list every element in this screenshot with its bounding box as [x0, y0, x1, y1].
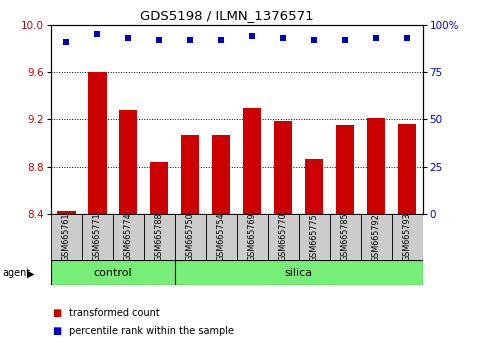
Point	[403, 35, 411, 41]
Text: GSM665792: GSM665792	[371, 213, 381, 262]
Point	[341, 37, 349, 43]
Point	[279, 35, 287, 41]
Bar	[175, 214, 206, 260]
Point	[93, 32, 101, 37]
Text: GSM665793: GSM665793	[403, 213, 412, 262]
Bar	[51, 214, 82, 260]
Bar	[212, 135, 230, 214]
Text: GSM665750: GSM665750	[185, 213, 195, 262]
Text: GSM665788: GSM665788	[155, 213, 164, 262]
Bar	[305, 159, 324, 214]
Text: ■: ■	[52, 326, 61, 336]
Bar	[268, 214, 298, 260]
Bar	[82, 214, 113, 260]
Bar	[367, 118, 385, 214]
Text: GSM665769: GSM665769	[248, 213, 256, 262]
Bar	[274, 121, 293, 214]
Text: ■: ■	[52, 308, 61, 318]
Bar	[144, 214, 175, 260]
Bar	[181, 135, 199, 214]
Bar	[119, 110, 138, 214]
Text: control: control	[93, 268, 132, 278]
Bar	[237, 214, 268, 260]
Point	[310, 37, 318, 43]
Text: GDS5198 / ILMN_1376571: GDS5198 / ILMN_1376571	[140, 9, 314, 22]
Text: GSM665774: GSM665774	[124, 213, 133, 262]
Text: GSM665754: GSM665754	[217, 213, 226, 262]
Bar	[113, 214, 144, 260]
Bar	[243, 108, 261, 214]
Text: silica: silica	[284, 268, 313, 278]
Bar	[150, 162, 169, 214]
Text: transformed count: transformed count	[69, 308, 160, 318]
Point	[62, 39, 70, 45]
Point	[248, 33, 256, 39]
Text: agent: agent	[2, 268, 30, 278]
Point	[124, 35, 132, 41]
Text: GSM665771: GSM665771	[93, 213, 102, 262]
Text: percentile rank within the sample: percentile rank within the sample	[69, 326, 234, 336]
Text: GSM665761: GSM665761	[62, 213, 71, 262]
Bar	[298, 214, 329, 260]
Text: ▶: ▶	[27, 268, 34, 278]
Bar	[57, 211, 75, 214]
Point	[372, 35, 380, 41]
Bar	[336, 125, 355, 214]
Point	[156, 37, 163, 43]
Bar	[88, 72, 107, 214]
Bar	[398, 124, 416, 214]
Text: GSM665770: GSM665770	[279, 213, 288, 262]
Bar	[361, 214, 392, 260]
Text: GSM665785: GSM665785	[341, 213, 350, 262]
Bar	[392, 214, 423, 260]
Point	[217, 37, 225, 43]
Bar	[329, 214, 361, 260]
Bar	[206, 214, 237, 260]
Text: GSM665775: GSM665775	[310, 213, 319, 262]
Point	[186, 37, 194, 43]
